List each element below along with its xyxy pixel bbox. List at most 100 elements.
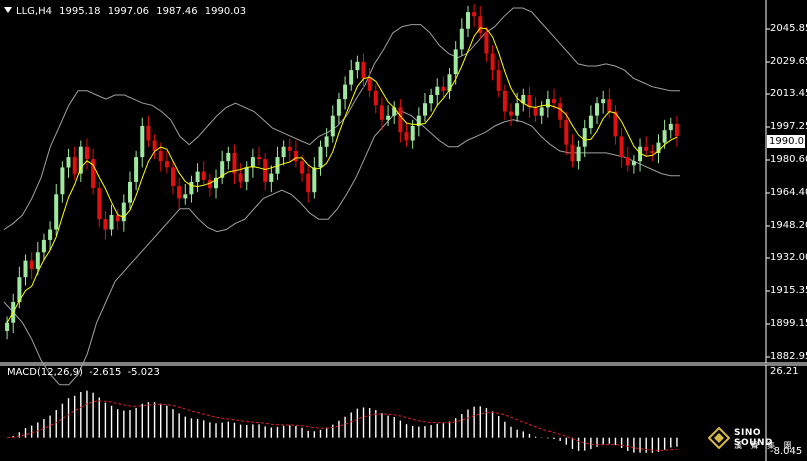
price-label-3: 1997.25 bbox=[770, 121, 807, 132]
candle-body bbox=[41, 239, 46, 253]
high-value: 1997.06 bbox=[107, 6, 150, 17]
macd-axis-bottom: -8.045 bbox=[770, 446, 803, 457]
candle-body bbox=[631, 161, 636, 166]
candle-body bbox=[134, 157, 139, 182]
price-label-6: 1948.20 bbox=[770, 220, 807, 231]
bollinger-bands bbox=[3, 7, 680, 386]
candle-body bbox=[183, 194, 188, 199]
candle-body bbox=[121, 202, 126, 222]
candle-body bbox=[189, 181, 194, 195]
candle-body bbox=[447, 74, 452, 91]
candle-body bbox=[367, 78, 372, 91]
candle-body bbox=[539, 107, 544, 116]
macd-axis-top: 26.21 bbox=[770, 366, 799, 377]
candle-body bbox=[72, 157, 77, 174]
candle-body bbox=[220, 161, 225, 178]
candle-body bbox=[533, 107, 538, 116]
candle-body bbox=[379, 105, 384, 120]
candle-body bbox=[171, 167, 175, 186]
candle-body bbox=[472, 12, 477, 17]
price-label-9: 1899.15 bbox=[770, 318, 807, 329]
candle-body bbox=[656, 142, 661, 153]
candle-body bbox=[441, 86, 446, 91]
candle-body bbox=[576, 146, 581, 162]
candle-body bbox=[410, 126, 415, 141]
candle-body bbox=[324, 136, 329, 147]
candle-body bbox=[564, 119, 569, 145]
macd-header: MACD(12,26,9) -2.615 -5.023 bbox=[7, 367, 163, 379]
price-label-5: 1964.40 bbox=[770, 187, 807, 198]
candle-body bbox=[509, 111, 513, 116]
macd-label: MACD(12,26,9) bbox=[7, 367, 83, 378]
candle-body bbox=[287, 146, 292, 151]
bollinger-lower-band bbox=[3, 110, 680, 386]
candle-body bbox=[588, 115, 593, 129]
candle-body bbox=[674, 123, 679, 137]
candle-body bbox=[128, 181, 132, 203]
price-label-2: 2013.45 bbox=[770, 88, 807, 99]
candle-body bbox=[312, 167, 317, 193]
candle-body bbox=[238, 173, 243, 182]
candle-body bbox=[214, 177, 218, 189]
candle-body bbox=[195, 171, 200, 182]
ma-line bbox=[6, 27, 678, 323]
low-value: 1987.46 bbox=[156, 6, 198, 17]
price-axis-ticks bbox=[766, 28, 770, 358]
candle-body bbox=[164, 161, 169, 168]
candle-body bbox=[232, 152, 237, 174]
candle-body bbox=[23, 260, 28, 278]
candle-body bbox=[207, 179, 212, 189]
macd-value-2: -5.023 bbox=[127, 367, 160, 378]
candle-body bbox=[521, 95, 526, 104]
candle-body bbox=[490, 53, 495, 71]
sino-sound-logo: SINO SOUND 漢 聲 集 團 bbox=[708, 425, 798, 455]
candle-body bbox=[435, 86, 440, 95]
candle-body bbox=[336, 99, 341, 116]
candle-body bbox=[466, 12, 470, 29]
candle-body bbox=[416, 115, 421, 127]
candle-body bbox=[558, 103, 563, 120]
candle-body bbox=[300, 161, 305, 174]
candle-body bbox=[361, 61, 366, 79]
candle-body bbox=[496, 70, 501, 91]
candle-body bbox=[293, 150, 298, 162]
candle-body bbox=[152, 140, 157, 151]
candle-body bbox=[638, 146, 643, 162]
candle-body bbox=[527, 95, 532, 108]
price-label-10: 1882.95 bbox=[770, 351, 807, 362]
candle-body bbox=[257, 157, 261, 160]
candle-body bbox=[103, 219, 108, 230]
candle-body bbox=[146, 126, 151, 141]
candle-body bbox=[644, 146, 649, 151]
candle-body bbox=[484, 32, 489, 54]
signal-line bbox=[7, 400, 677, 452]
candle-body bbox=[35, 252, 40, 269]
candle-body bbox=[423, 103, 427, 116]
candle-body bbox=[158, 150, 163, 162]
candle-body bbox=[281, 146, 286, 158]
candle-body bbox=[619, 136, 624, 158]
macd-signal-line bbox=[7, 400, 677, 452]
candle-body bbox=[250, 157, 255, 168]
candle-body bbox=[582, 128, 587, 147]
price-label-1: 2029.65 bbox=[770, 56, 807, 67]
candle-body bbox=[453, 49, 458, 75]
menu-triangle-icon[interactable] bbox=[4, 7, 12, 13]
candle-body bbox=[263, 159, 268, 182]
bollinger-upper-band bbox=[3, 7, 680, 230]
candle-body bbox=[201, 171, 206, 180]
candle-body bbox=[662, 130, 667, 143]
candle-body bbox=[429, 95, 434, 104]
candle-body bbox=[17, 277, 22, 302]
candle-body bbox=[386, 115, 391, 120]
logo-text-cn: 漢 聲 集 團 bbox=[734, 441, 795, 450]
candle-body bbox=[650, 150, 655, 153]
candle-body bbox=[109, 215, 114, 230]
close-value: 1990.03 bbox=[204, 6, 247, 17]
price-label-4: 1980.60 bbox=[770, 154, 807, 165]
candle-body bbox=[355, 61, 360, 71]
candle-body bbox=[48, 229, 53, 240]
chart-header: LLG,H4 1995.18 1997.06 1987.46 1990.03 bbox=[4, 6, 250, 18]
